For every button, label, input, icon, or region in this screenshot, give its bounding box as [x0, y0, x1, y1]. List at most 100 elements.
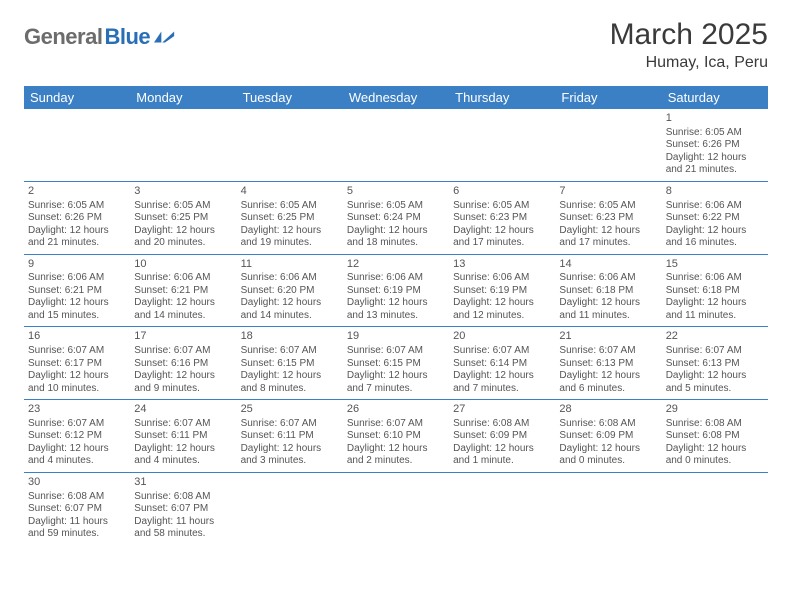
calendar-cell: 3Sunrise: 6:05 AMSunset: 6:25 PMDaylight…	[130, 181, 236, 254]
calendar-cell	[449, 472, 555, 544]
calendar-cell: 5Sunrise: 6:05 AMSunset: 6:24 PMDaylight…	[343, 181, 449, 254]
day-number: 21	[559, 330, 657, 344]
calendar-cell	[130, 109, 236, 181]
sunset-line: Sunset: 6:24 PM	[347, 212, 445, 225]
sunrise-line: Sunrise: 6:07 AM	[241, 345, 339, 358]
sunrise-line: Sunrise: 6:05 AM	[241, 200, 339, 213]
calendar-cell	[555, 472, 661, 544]
sunset-line: Sunset: 6:16 PM	[134, 358, 232, 371]
sunrise-line: Sunrise: 6:05 AM	[666, 127, 764, 140]
logo-text-gray: General	[24, 24, 102, 50]
sunset-line: Sunset: 6:25 PM	[241, 212, 339, 225]
day-number: 7	[559, 185, 657, 199]
calendar-row: 2Sunrise: 6:05 AMSunset: 6:26 PMDaylight…	[24, 181, 768, 254]
day-number: 22	[666, 330, 764, 344]
daylight-line: Daylight: 12 hours and 6 minutes.	[559, 370, 657, 395]
sunset-line: Sunset: 6:15 PM	[347, 358, 445, 371]
day-number: 19	[347, 330, 445, 344]
sunset-line: Sunset: 6:20 PM	[241, 285, 339, 298]
day-number: 14	[559, 258, 657, 272]
calendar-cell: 10Sunrise: 6:06 AMSunset: 6:21 PMDayligh…	[130, 254, 236, 327]
sunrise-line: Sunrise: 6:06 AM	[241, 272, 339, 285]
day-number: 23	[28, 403, 126, 417]
daylight-line: Daylight: 12 hours and 13 minutes.	[347, 297, 445, 322]
day-number: 15	[666, 258, 764, 272]
calendar-cell: 9Sunrise: 6:06 AMSunset: 6:21 PMDaylight…	[24, 254, 130, 327]
header: General Blue March 2025 Humay, Ica, Peru	[24, 18, 768, 78]
calendar-cell: 21Sunrise: 6:07 AMSunset: 6:13 PMDayligh…	[555, 327, 661, 400]
sunrise-line: Sunrise: 6:06 AM	[134, 272, 232, 285]
sunrise-line: Sunrise: 6:05 AM	[28, 200, 126, 213]
sunrise-line: Sunrise: 6:08 AM	[134, 491, 232, 504]
sunset-line: Sunset: 6:18 PM	[559, 285, 657, 298]
daylight-line: Daylight: 12 hours and 0 minutes.	[559, 443, 657, 468]
month-title: March 2025	[610, 18, 768, 52]
sunrise-line: Sunrise: 6:07 AM	[134, 418, 232, 431]
daylight-line: Daylight: 11 hours and 59 minutes.	[28, 516, 126, 541]
sunrise-line: Sunrise: 6:08 AM	[559, 418, 657, 431]
calendar-cell: 19Sunrise: 6:07 AMSunset: 6:15 PMDayligh…	[343, 327, 449, 400]
day-number: 10	[134, 258, 232, 272]
calendar-cell: 4Sunrise: 6:05 AMSunset: 6:25 PMDaylight…	[237, 181, 343, 254]
calendar-cell	[237, 109, 343, 181]
sunset-line: Sunset: 6:10 PM	[347, 430, 445, 443]
calendar-cell	[662, 472, 768, 544]
calendar-row: 16Sunrise: 6:07 AMSunset: 6:17 PMDayligh…	[24, 327, 768, 400]
logo-flag-icon	[154, 29, 176, 45]
day-number: 24	[134, 403, 232, 417]
sunrise-line: Sunrise: 6:05 AM	[134, 200, 232, 213]
calendar-cell: 12Sunrise: 6:06 AMSunset: 6:19 PMDayligh…	[343, 254, 449, 327]
calendar-cell: 29Sunrise: 6:08 AMSunset: 6:08 PMDayligh…	[662, 400, 768, 473]
dayname-thu: Thursday	[449, 86, 555, 109]
sunset-line: Sunset: 6:21 PM	[28, 285, 126, 298]
sunset-line: Sunset: 6:23 PM	[453, 212, 551, 225]
title-block: March 2025 Humay, Ica, Peru	[610, 18, 768, 72]
sunset-line: Sunset: 6:13 PM	[666, 358, 764, 371]
calendar-cell: 2Sunrise: 6:05 AMSunset: 6:26 PMDaylight…	[24, 181, 130, 254]
daylight-line: Daylight: 12 hours and 14 minutes.	[134, 297, 232, 322]
daylight-line: Daylight: 12 hours and 17 minutes.	[453, 225, 551, 250]
sunset-line: Sunset: 6:25 PM	[134, 212, 232, 225]
day-number: 29	[666, 403, 764, 417]
calendar-cell	[237, 472, 343, 544]
sunrise-line: Sunrise: 6:07 AM	[28, 345, 126, 358]
day-number: 25	[241, 403, 339, 417]
sunrise-line: Sunrise: 6:06 AM	[453, 272, 551, 285]
sunrise-line: Sunrise: 6:06 AM	[28, 272, 126, 285]
daylight-line: Daylight: 11 hours and 58 minutes.	[134, 516, 232, 541]
day-number: 20	[453, 330, 551, 344]
sunrise-line: Sunrise: 6:07 AM	[453, 345, 551, 358]
day-number: 13	[453, 258, 551, 272]
day-number: 31	[134, 476, 232, 490]
sunrise-line: Sunrise: 6:07 AM	[134, 345, 232, 358]
calendar-cell	[555, 109, 661, 181]
calendar-cell: 11Sunrise: 6:06 AMSunset: 6:20 PMDayligh…	[237, 254, 343, 327]
day-number: 8	[666, 185, 764, 199]
daylight-line: Daylight: 12 hours and 21 minutes.	[28, 225, 126, 250]
day-number: 30	[28, 476, 126, 490]
calendar-cell: 20Sunrise: 6:07 AMSunset: 6:14 PMDayligh…	[449, 327, 555, 400]
sunset-line: Sunset: 6:07 PM	[134, 503, 232, 516]
dayname-mon: Monday	[130, 86, 236, 109]
daylight-line: Daylight: 12 hours and 5 minutes.	[666, 370, 764, 395]
calendar-cell: 25Sunrise: 6:07 AMSunset: 6:11 PMDayligh…	[237, 400, 343, 473]
day-number: 2	[28, 185, 126, 199]
daylight-line: Daylight: 12 hours and 20 minutes.	[134, 225, 232, 250]
calendar-cell: 30Sunrise: 6:08 AMSunset: 6:07 PMDayligh…	[24, 472, 130, 544]
sunset-line: Sunset: 6:17 PM	[28, 358, 126, 371]
calendar-cell: 17Sunrise: 6:07 AMSunset: 6:16 PMDayligh…	[130, 327, 236, 400]
daylight-line: Daylight: 12 hours and 7 minutes.	[347, 370, 445, 395]
calendar-cell: 14Sunrise: 6:06 AMSunset: 6:18 PMDayligh…	[555, 254, 661, 327]
dayname-wed: Wednesday	[343, 86, 449, 109]
calendar-cell	[343, 472, 449, 544]
calendar-cell: 28Sunrise: 6:08 AMSunset: 6:09 PMDayligh…	[555, 400, 661, 473]
day-number: 18	[241, 330, 339, 344]
daylight-line: Daylight: 12 hours and 16 minutes.	[666, 225, 764, 250]
calendar-row: 30Sunrise: 6:08 AMSunset: 6:07 PMDayligh…	[24, 472, 768, 544]
daylight-line: Daylight: 12 hours and 12 minutes.	[453, 297, 551, 322]
sunset-line: Sunset: 6:26 PM	[666, 139, 764, 152]
day-number: 9	[28, 258, 126, 272]
day-number: 5	[347, 185, 445, 199]
day-number: 11	[241, 258, 339, 272]
day-number: 17	[134, 330, 232, 344]
